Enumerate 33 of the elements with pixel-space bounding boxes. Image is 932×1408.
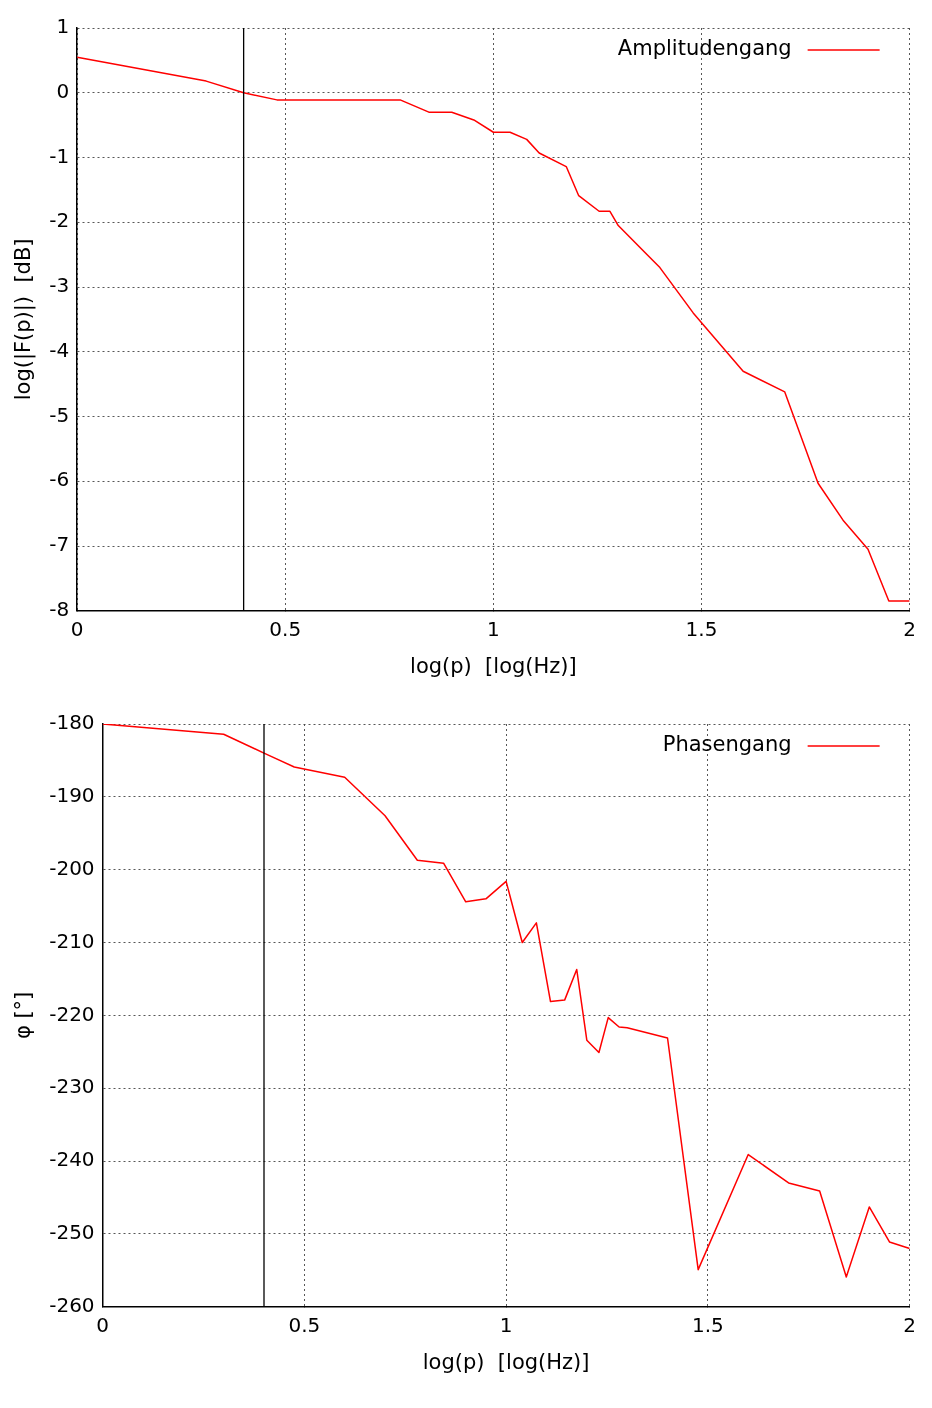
y-tick-label: -2	[49, 208, 70, 233]
y-tick-label: 1	[56, 14, 70, 39]
x-tick-label: 1.5	[691, 1313, 724, 1337]
x-tick-label: 2	[903, 617, 916, 641]
y-tick-label: -1	[49, 143, 70, 168]
x-axis-title: log(p) [log(Hz)]	[422, 1349, 590, 1374]
y-tick-label: -8	[49, 597, 70, 621]
y-tick-label: -6	[49, 467, 70, 492]
y-tick-label: -180	[49, 710, 95, 735]
legend-label: Amplitudengang	[617, 36, 792, 61]
x-tick-label: 1	[499, 1313, 513, 1337]
y-tick-label: -220	[49, 1001, 95, 1026]
y-tick-label: -4	[49, 337, 70, 362]
x-tick-label: 1.5	[685, 617, 718, 641]
y-tick-label: -240	[49, 1147, 95, 1172]
x-tick-label: 0.5	[288, 1313, 321, 1337]
x-tick-label: 1	[487, 617, 500, 641]
y-tick-label: -200	[49, 855, 95, 880]
y-tick-label: -230	[49, 1074, 95, 1099]
y-axis-title: φ [°]	[11, 991, 36, 1040]
y-tick-label: -260	[49, 1293, 95, 1317]
y-tick-label: -3	[49, 273, 70, 298]
x-tick-label: 0.5	[269, 617, 302, 641]
y-tick-label: -250	[49, 1220, 95, 1245]
y-axis-title: log(|F(p)|) [dB]	[11, 238, 37, 401]
y-tick-label: -190	[49, 783, 95, 808]
y-tick-label: -210	[49, 928, 95, 953]
legend-label: Phasengang	[662, 732, 792, 757]
y-tick-label: -5	[49, 402, 70, 427]
x-axis-title: log(p) [log(Hz)]	[410, 653, 577, 678]
y-tick-label: 0	[56, 78, 70, 103]
y-tick-label: -7	[49, 532, 70, 557]
x-tick-label: 2	[903, 1313, 916, 1337]
